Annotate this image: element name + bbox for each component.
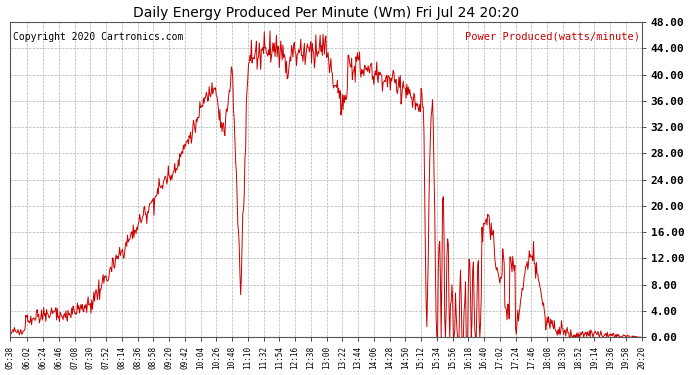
- Text: Copyright 2020 Cartronics.com: Copyright 2020 Cartronics.com: [13, 32, 184, 42]
- Text: Power Produced(watts/minute): Power Produced(watts/minute): [465, 32, 640, 42]
- Title: Daily Energy Produced Per Minute (Wm) Fri Jul 24 20:20: Daily Energy Produced Per Minute (Wm) Fr…: [132, 6, 519, 20]
